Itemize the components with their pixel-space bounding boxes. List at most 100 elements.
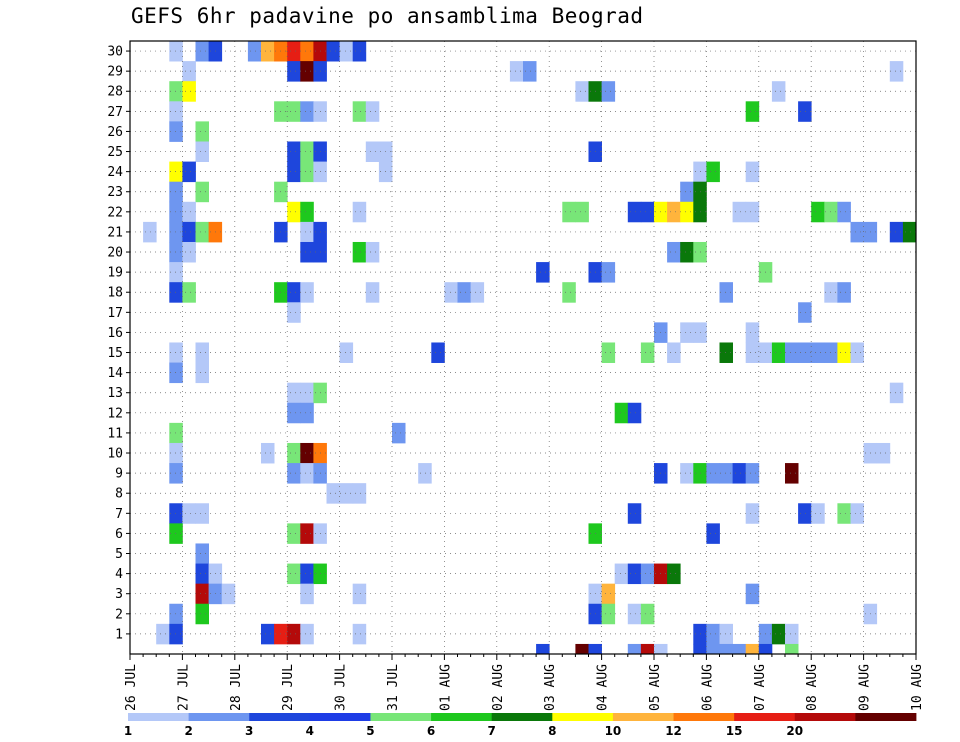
x-tick-label-9: 04 AUG — [596, 664, 611, 711]
legend-label-10: 15 — [726, 724, 743, 738]
cell-177 — [798, 503, 812, 524]
cell-190 — [287, 563, 301, 585]
y-tick-label-14: 14 — [107, 366, 123, 381]
y-tick-label-17: 17 — [107, 306, 123, 321]
cell-60 — [300, 201, 314, 223]
cell-38 — [300, 141, 314, 162]
y-tick-label-9: 9 — [115, 467, 123, 482]
cell-23 — [601, 81, 616, 102]
cell-168 — [785, 463, 799, 484]
x-tick-label-0: 26 JUL — [124, 664, 139, 711]
x-tick-label-10: 05 AUG — [648, 664, 663, 711]
cell-174 — [195, 503, 209, 524]
cell-127 — [719, 342, 733, 363]
cell-219 — [352, 623, 367, 645]
cell-198 — [195, 583, 209, 605]
cell-117 — [680, 322, 694, 343]
cell-188 — [195, 563, 209, 585]
y-tick-label-30: 30 — [107, 45, 123, 60]
legend-label-8: 10 — [605, 724, 622, 738]
cell-139 — [287, 382, 301, 404]
strip-cell-3 — [627, 643, 642, 654]
cell-180 — [850, 503, 864, 524]
cell-89 — [300, 241, 314, 263]
cell-11 — [352, 41, 367, 62]
cell-170 — [339, 483, 354, 504]
y-tick-label-18: 18 — [107, 286, 123, 301]
y-tick-label-27: 27 — [107, 105, 123, 120]
cell-65 — [640, 201, 655, 223]
cell-164 — [706, 463, 720, 484]
cell-86 — [902, 221, 917, 243]
y-tick-label-6: 6 — [115, 527, 123, 542]
y-tick-label-15: 15 — [107, 346, 123, 361]
cell-45 — [287, 161, 301, 183]
x-tick-label-6: 01 AUG — [438, 664, 453, 711]
cell-77 — [182, 221, 196, 243]
cell-215 — [261, 623, 275, 645]
cell-32 — [745, 101, 760, 122]
cell-160 — [418, 463, 432, 484]
cell-59 — [287, 201, 301, 223]
cell-176 — [745, 503, 760, 524]
cell-31 — [365, 101, 380, 122]
cell-152 — [300, 442, 314, 464]
y-tick-label-16: 16 — [107, 326, 123, 341]
cell-125 — [640, 342, 655, 363]
cell-210 — [627, 603, 642, 625]
cell-181 — [169, 523, 183, 544]
cell-62 — [562, 201, 576, 223]
cell-197 — [667, 563, 681, 585]
y-tick-label-11: 11 — [107, 426, 123, 441]
cell-18 — [889, 61, 904, 82]
cell-44 — [182, 161, 196, 183]
strip-cell-12 — [785, 643, 799, 654]
cell-169 — [326, 483, 340, 504]
cell-140 — [300, 382, 314, 404]
cell-70 — [732, 201, 747, 223]
legend-label-4: 5 — [366, 724, 374, 738]
cell-135 — [837, 342, 851, 363]
cell-61 — [352, 201, 367, 223]
cell-205 — [745, 583, 760, 605]
legend-swatch-1 — [188, 713, 250, 721]
cell-142 — [889, 382, 904, 404]
cell-200 — [221, 583, 236, 605]
cell-206 — [169, 603, 183, 625]
legend-label-11: 20 — [786, 724, 803, 738]
cell-214 — [169, 623, 183, 645]
x-axis: 26 JUL 27 JUL 28 JUL 29 JUL 30 JUL 31 JUL 01 A… — [124, 654, 925, 711]
cell-19 — [169, 81, 183, 102]
cell-113 — [837, 282, 851, 303]
cell-193 — [614, 563, 629, 585]
cell-40 — [365, 141, 380, 162]
cell-167 — [745, 463, 760, 484]
cell-1 — [195, 41, 209, 62]
cell-222 — [719, 623, 733, 645]
cell-51 — [745, 161, 760, 183]
cell-225 — [785, 623, 799, 645]
cell-27 — [287, 101, 301, 122]
cell-75 — [143, 221, 157, 243]
y-tick-label-19: 19 — [107, 266, 123, 281]
legend-swatch-10 — [734, 713, 796, 721]
legend-label-2: 3 — [245, 724, 253, 738]
cell-217 — [287, 623, 301, 645]
cell-115 — [798, 302, 812, 323]
cell-50 — [706, 161, 720, 183]
legend-swatch-8 — [612, 713, 674, 721]
cell-147 — [169, 422, 183, 444]
cell-33 — [798, 101, 812, 122]
cell-67 — [667, 201, 681, 223]
cell-130 — [771, 342, 786, 363]
cell-10 — [339, 41, 354, 62]
legend-label-0: 1 — [124, 724, 132, 738]
cell-55 — [680, 181, 694, 203]
cell-57 — [169, 201, 183, 223]
strip-cell-5 — [654, 643, 668, 654]
cell-4 — [261, 41, 275, 62]
cell-83 — [850, 221, 864, 243]
cell-112 — [824, 282, 838, 303]
cell-165 — [719, 463, 733, 484]
